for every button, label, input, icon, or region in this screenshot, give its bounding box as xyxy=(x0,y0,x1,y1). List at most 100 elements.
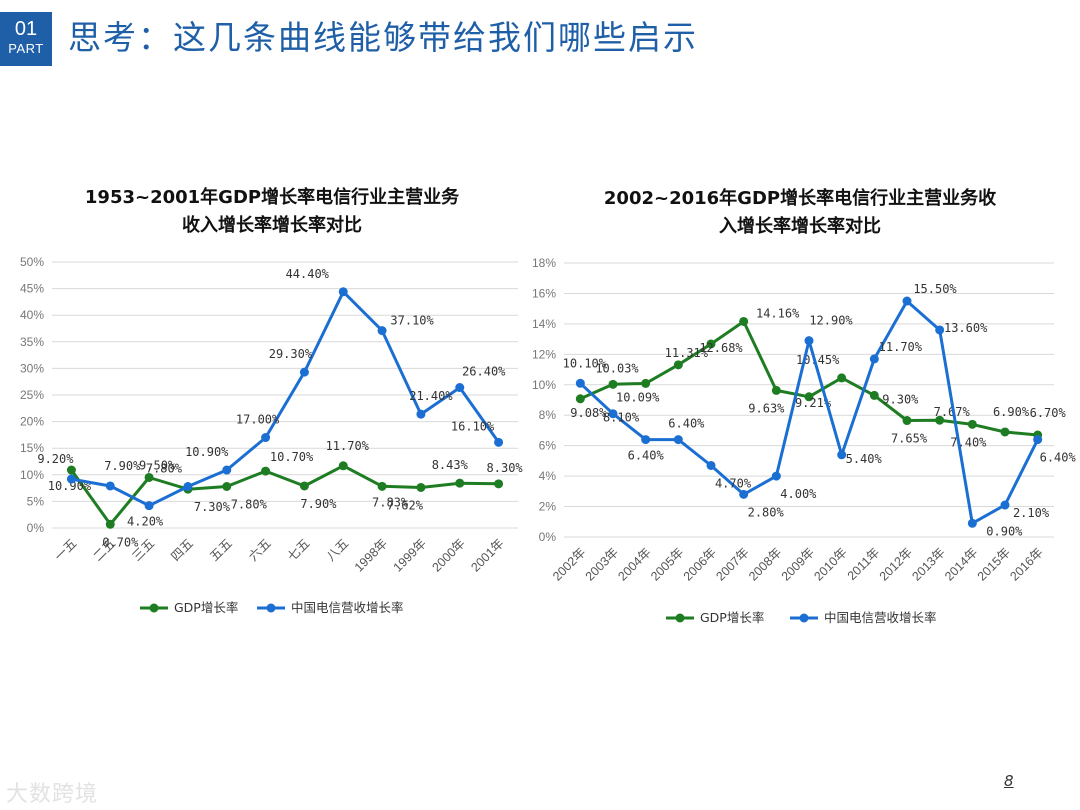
y-tick-label: 2% xyxy=(539,500,557,514)
series-line xyxy=(70,464,499,526)
data-label: 10.90% xyxy=(48,479,92,493)
data-label: 17.00% xyxy=(236,413,280,427)
data-label: 13.60% xyxy=(944,321,988,335)
x-tick-label: 2006年 xyxy=(681,545,719,583)
data-label: 12.90% xyxy=(809,314,853,328)
data-point xyxy=(222,482,232,492)
x-tick-label: 2007年 xyxy=(713,545,751,583)
data-point xyxy=(222,465,232,475)
data-point xyxy=(494,437,504,447)
x-tick-label: 2005年 xyxy=(648,545,686,583)
data-label: 10.09% xyxy=(616,390,660,404)
data-point xyxy=(299,481,309,491)
y-tick-label: 0% xyxy=(27,521,45,535)
data-point xyxy=(1033,435,1043,445)
part-number: 01 xyxy=(14,18,38,40)
data-point xyxy=(416,482,426,492)
data-point xyxy=(902,296,912,306)
data-label: 9.08% xyxy=(570,406,607,420)
data-point xyxy=(935,415,945,425)
legend-label: GDP增长率 xyxy=(174,600,238,615)
data-label: 44.40% xyxy=(286,267,330,281)
data-point xyxy=(261,466,271,476)
data-label: 4.20% xyxy=(127,515,164,529)
series-line xyxy=(71,290,500,508)
data-label: 2.80% xyxy=(748,505,785,519)
data-point xyxy=(837,373,847,383)
data-point xyxy=(739,316,749,326)
data-point xyxy=(706,339,716,349)
y-tick-label: 35% xyxy=(20,335,44,349)
data-point xyxy=(377,326,387,336)
y-tick-label: 8% xyxy=(539,408,557,422)
data-point xyxy=(608,409,618,419)
data-label: 37.10% xyxy=(390,314,434,328)
data-label: 7.40% xyxy=(950,435,987,449)
data-point xyxy=(869,390,879,400)
legend-marker xyxy=(266,603,276,613)
x-tick-label: 2016年 xyxy=(1007,545,1045,583)
y-tick-label: 4% xyxy=(539,469,557,483)
y-tick-label: 45% xyxy=(20,282,44,296)
data-label: 6.90% xyxy=(993,405,1030,419)
data-point xyxy=(739,489,749,499)
data-label: 21.40% xyxy=(409,389,453,403)
data-point xyxy=(608,379,618,389)
data-label: 9.63% xyxy=(748,401,785,415)
data-point xyxy=(261,433,271,443)
y-tick-label: 12% xyxy=(532,347,556,361)
x-tick-label: 2013年 xyxy=(909,545,947,583)
data-point xyxy=(105,519,115,529)
chart-title-line: 1953~2001年GDP增长率电信行业主营业务 xyxy=(85,186,460,208)
x-tick-label: 2002年 xyxy=(550,545,588,583)
data-label: 11.31% xyxy=(665,346,709,360)
data-label: 8.43% xyxy=(432,458,469,472)
legend-marker xyxy=(675,613,685,623)
data-point xyxy=(183,482,193,492)
data-label: 10.70% xyxy=(270,450,314,464)
data-label: 14.16% xyxy=(756,306,800,320)
data-point xyxy=(338,461,348,471)
data-point xyxy=(66,474,76,484)
data-label: 2.10% xyxy=(1013,506,1050,520)
data-point xyxy=(902,416,912,426)
data-label: 4.70% xyxy=(715,476,752,490)
data-point xyxy=(455,383,465,393)
x-tick-label: 2004年 xyxy=(615,545,653,583)
data-label: 26.40% xyxy=(462,365,506,379)
data-point xyxy=(804,392,814,402)
data-point xyxy=(837,450,847,460)
data-label: 10.45% xyxy=(796,353,840,367)
x-tick-label: 2008年 xyxy=(746,545,784,583)
data-point xyxy=(1000,427,1010,437)
data-point xyxy=(706,460,716,470)
data-label: 7.30% xyxy=(194,500,231,514)
x-tick-label: 2009年 xyxy=(779,545,817,583)
data-point xyxy=(673,435,683,445)
page-number: 8 xyxy=(1004,772,1014,790)
part-badge: 01 PART xyxy=(0,12,52,66)
data-label: 7.80% xyxy=(146,462,183,476)
data-point xyxy=(377,481,387,491)
data-point xyxy=(455,478,465,488)
data-label: 10.90% xyxy=(185,445,229,459)
data-label: 8.10% xyxy=(603,411,640,425)
data-label: 6.70% xyxy=(1030,406,1067,420)
data-label: 11.70% xyxy=(326,439,370,453)
data-label: 9.21% xyxy=(795,396,832,410)
data-label: 6.40% xyxy=(668,417,705,431)
page-title: 思考：这几条曲线能够带给我们哪些启示 xyxy=(68,18,698,57)
chart-title-line: 收入增长率增长率对比 xyxy=(182,214,362,236)
data-point xyxy=(804,336,814,346)
data-label: 15.50% xyxy=(913,282,957,296)
y-tick-label: 25% xyxy=(20,388,44,402)
data-label: 6.40% xyxy=(1040,451,1077,465)
data-point xyxy=(105,481,115,491)
y-tick-label: 15% xyxy=(20,441,44,455)
data-label: 8.30% xyxy=(487,461,524,475)
legend-marker xyxy=(799,613,809,623)
legend-label: 中国电信营收增长率 xyxy=(824,610,937,625)
data-point xyxy=(338,287,348,297)
y-tick-label: 30% xyxy=(20,361,44,375)
data-label: 0.70% xyxy=(102,535,139,549)
